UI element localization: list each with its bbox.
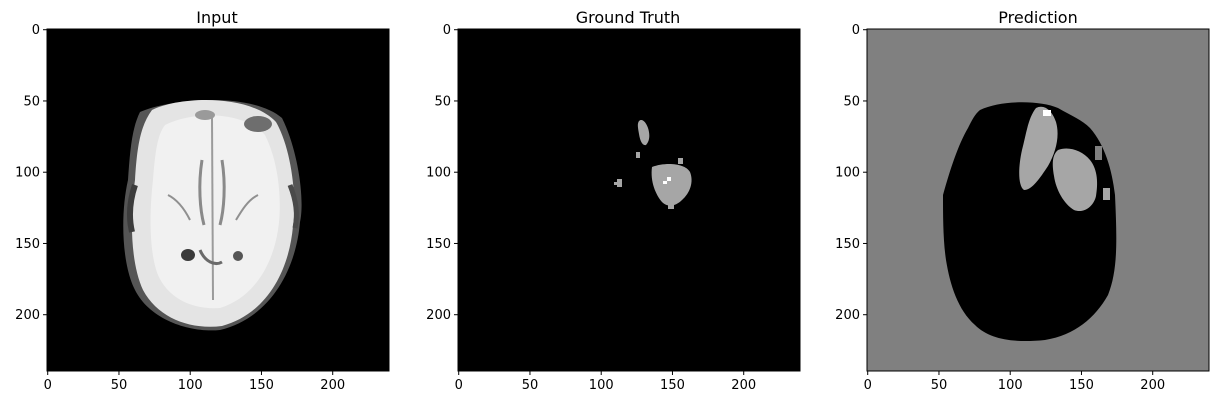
axis-ticks-prediction: 0 50 100 150 200 0 50 100 150 200 <box>835 23 1165 393</box>
y-tick-label: 50 <box>434 94 451 109</box>
x-tick-label: 0 <box>44 378 52 393</box>
y-tick-label: 50 <box>23 94 40 109</box>
axes-frame-prediction <box>866 28 1210 372</box>
x-tick-label: 50 <box>522 378 539 393</box>
pred-lesion-regions <box>1019 106 1110 212</box>
x-tick-label: 100 <box>178 378 203 393</box>
y-tick-label: 200 <box>426 308 451 323</box>
axis-ticks-ground-truth: 0 50 100 150 200 0 50 100 150 200 <box>426 23 756 393</box>
x-tick-label: 50 <box>931 378 948 393</box>
y-tick-label: 0 <box>852 23 860 38</box>
image-input <box>47 29 389 371</box>
y-tick-label: 100 <box>426 166 451 181</box>
x-tick-label: 150 <box>660 378 685 393</box>
x-tick-label: 0 <box>864 378 872 393</box>
x-tick-label: 100 <box>998 378 1023 393</box>
y-tick-label: 100 <box>835 166 860 181</box>
panel-title-prediction: Prediction <box>998 8 1077 27</box>
axis-ticks-input: 0 50 100 150 200 0 50 100 150 200 <box>15 23 345 393</box>
panel-title-input: Input <box>196 8 237 27</box>
x-tick-label: 200 <box>320 378 345 393</box>
image-prediction <box>867 29 1209 371</box>
x-tick-label: 0 <box>455 378 463 393</box>
y-tick-label: 150 <box>426 237 451 252</box>
y-tick-label: 150 <box>835 237 860 252</box>
y-tick-label: 0 <box>443 23 451 38</box>
axes-frame-ground-truth <box>457 28 801 372</box>
y-tick-label: 0 <box>32 23 40 38</box>
x-tick-label: 150 <box>249 378 274 393</box>
panel-title-ground-truth: Ground Truth <box>576 8 681 27</box>
panel-input: Input <box>15 8 390 393</box>
x-tick-label: 150 <box>1069 378 1094 393</box>
x-tick-label: 50 <box>111 378 128 393</box>
y-tick-label: 150 <box>15 237 40 252</box>
gt-lesion-regions <box>614 119 692 209</box>
panel-ground-truth: Ground Truth 0 50 100 150 200 0 50 100 150 200 <box>426 8 801 393</box>
y-tick-label: 100 <box>15 166 40 181</box>
panel-prediction: Prediction 0 50 100 150 200 0 50 100 150 200 <box>835 8 1210 393</box>
y-tick-label: 200 <box>835 308 860 323</box>
y-tick-label: 50 <box>843 94 860 109</box>
x-tick-label: 200 <box>1140 378 1165 393</box>
x-tick-label: 200 <box>731 378 756 393</box>
x-tick-label: 100 <box>589 378 614 393</box>
brain-tissue <box>123 100 302 331</box>
axes-frame-input <box>46 28 390 372</box>
y-tick-label: 200 <box>15 308 40 323</box>
image-ground-truth <box>458 29 800 371</box>
